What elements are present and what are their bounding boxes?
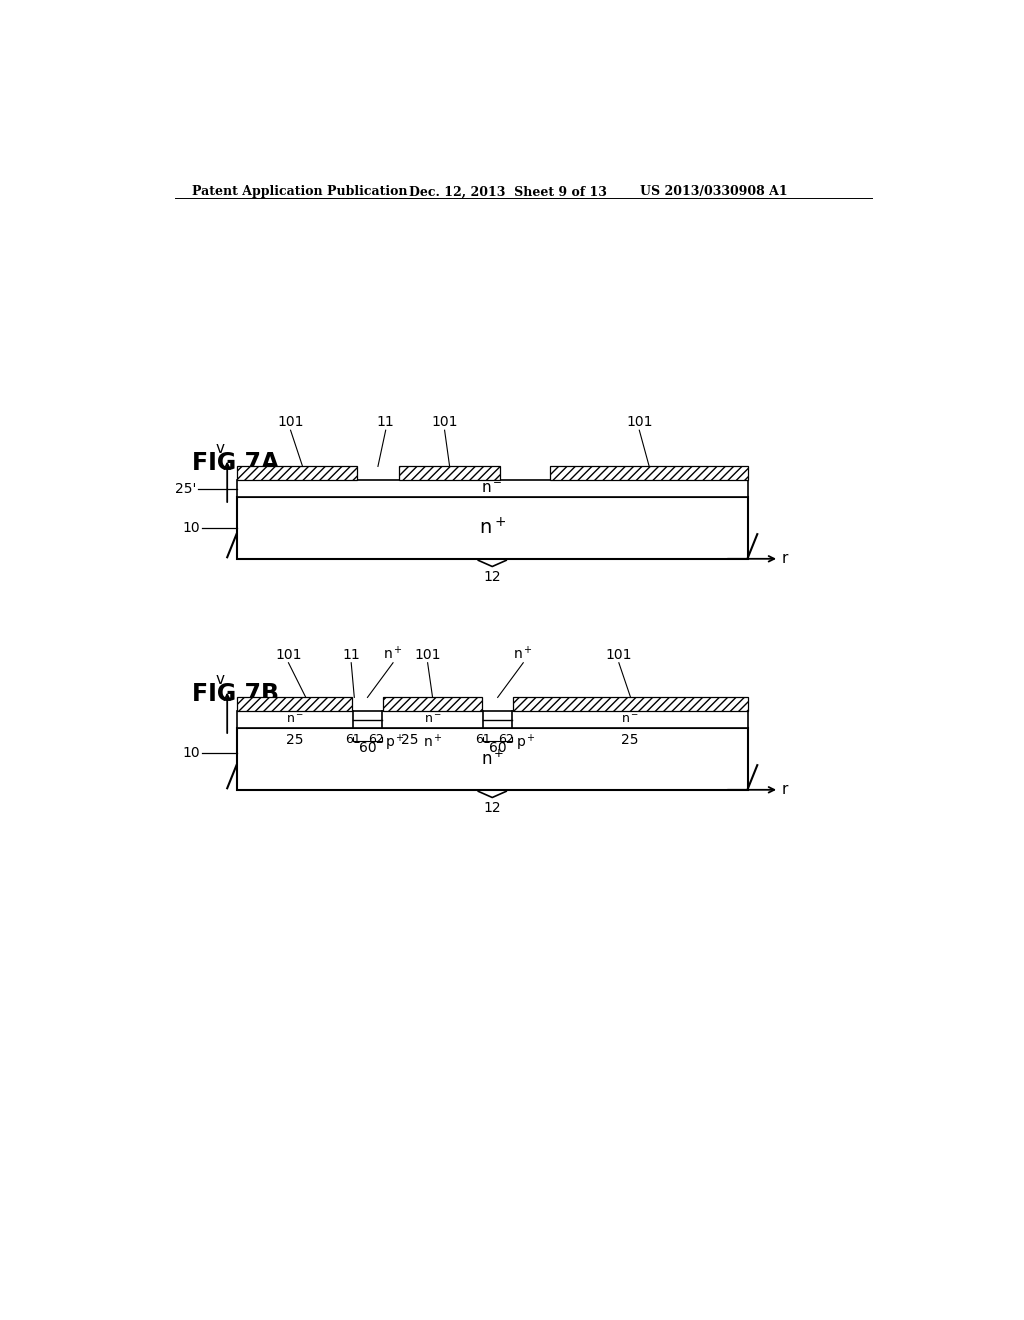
Text: n$^+$: n$^+$ xyxy=(480,750,504,768)
Text: 101: 101 xyxy=(415,648,441,663)
Text: n$^-$: n$^-$ xyxy=(424,713,441,726)
Bar xyxy=(237,697,352,711)
Text: 61: 61 xyxy=(475,733,490,746)
Text: Patent Application Publication: Patent Application Publication xyxy=(191,185,408,198)
Text: n$^+$: n$^+$ xyxy=(478,517,506,539)
Text: 61: 61 xyxy=(345,733,360,746)
Text: n$^+$: n$^+$ xyxy=(513,644,534,663)
Text: 11: 11 xyxy=(342,648,360,663)
Text: 101: 101 xyxy=(278,416,304,429)
Text: 25: 25 xyxy=(286,733,303,747)
Bar xyxy=(237,711,748,729)
Text: US 2013/0330908 A1: US 2013/0330908 A1 xyxy=(640,185,787,198)
Text: 10: 10 xyxy=(182,521,200,535)
Text: n$^+$: n$^+$ xyxy=(383,644,403,663)
Text: r: r xyxy=(782,552,788,566)
Text: r: r xyxy=(782,783,788,797)
Text: p$^+$: p$^+$ xyxy=(385,733,406,754)
Text: 12: 12 xyxy=(483,570,501,583)
Text: 101: 101 xyxy=(626,416,652,429)
Text: FIG 7A: FIG 7A xyxy=(191,451,279,475)
Bar xyxy=(237,729,748,789)
Bar xyxy=(399,466,500,480)
Text: 62: 62 xyxy=(499,733,514,746)
Bar xyxy=(237,498,748,558)
Text: 101: 101 xyxy=(431,416,458,429)
Text: 10: 10 xyxy=(182,746,200,760)
Text: p$^+$: p$^+$ xyxy=(515,733,536,754)
Text: 60: 60 xyxy=(358,742,376,755)
Text: 60: 60 xyxy=(488,742,507,755)
Text: n$^+$: n$^+$ xyxy=(423,733,442,750)
Bar xyxy=(237,466,356,480)
Bar xyxy=(383,697,482,711)
Bar xyxy=(513,697,748,711)
Text: 25': 25' xyxy=(175,482,197,496)
Bar xyxy=(237,480,748,498)
Text: 101: 101 xyxy=(275,648,302,663)
Text: v: v xyxy=(215,672,224,686)
Text: 11: 11 xyxy=(377,416,394,429)
Text: FIG 7B: FIG 7B xyxy=(191,682,279,706)
Text: 101: 101 xyxy=(605,648,632,663)
Text: n$^-$: n$^-$ xyxy=(481,482,503,496)
Text: n$^-$: n$^-$ xyxy=(622,713,639,726)
Text: 25: 25 xyxy=(400,733,418,747)
Text: v: v xyxy=(215,441,224,455)
Text: n$^-$: n$^-$ xyxy=(286,713,304,726)
Text: 25: 25 xyxy=(622,733,639,747)
Bar xyxy=(550,466,748,480)
Text: Dec. 12, 2013  Sheet 9 of 13: Dec. 12, 2013 Sheet 9 of 13 xyxy=(409,185,606,198)
Text: 12: 12 xyxy=(483,800,501,814)
Text: 62: 62 xyxy=(369,733,384,746)
